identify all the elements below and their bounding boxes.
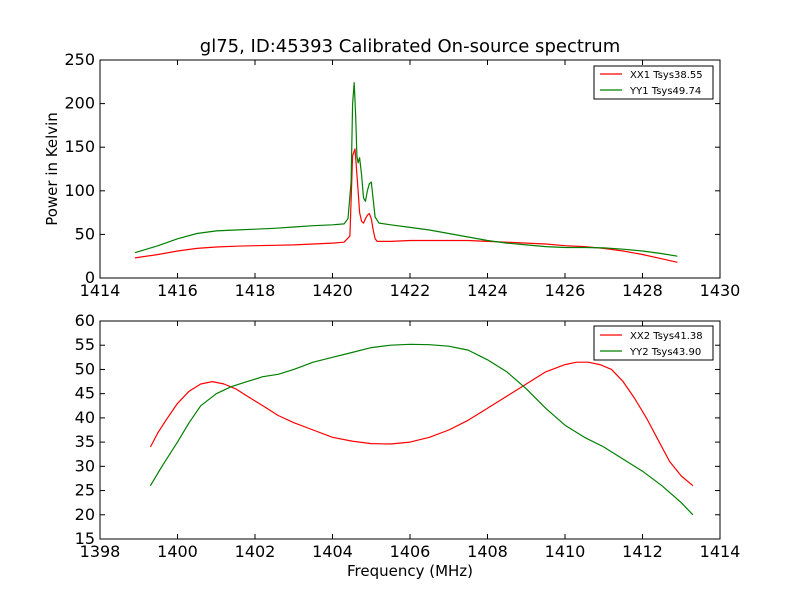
legend: XX2 Tsys41.38 YY2 Tsys43.90 — [593, 325, 714, 361]
x-tick-label: 1418 — [235, 281, 276, 300]
plot-frame — [99, 320, 721, 540]
x-tick-label: 1414 — [700, 542, 741, 561]
series-line-2 — [134, 82, 678, 257]
y-tick-label: 50 — [75, 359, 95, 378]
x-tick-label: 1410 — [545, 542, 586, 561]
x-axis-label: Frequency (MHz) — [347, 562, 473, 580]
legend-box — [593, 65, 714, 100]
tick-layer: 1414 1416 1418 1420 1422 1424 1426 1428 1430 0 50 1… — [64, 50, 740, 300]
legend: XX1 Tsys38.55 YY1 Tsys49.74 — [593, 65, 714, 100]
y-tick-label: 50 — [75, 224, 95, 243]
legend-label-yy2: YY2 Tsys43.90 — [629, 347, 701, 358]
legend-label-yy1: YY1 Tsys49.74 — [629, 86, 701, 97]
legend-label-xx1: XX1 Tsys38.55 — [630, 70, 703, 81]
tick-layer: 1398 1400 1402 1404 1406 1408 1410 1412 1414 15 20… — [75, 311, 741, 561]
y-tick-label: 35 — [75, 432, 95, 451]
legend-box — [593, 325, 714, 361]
series-line-1 — [149, 361, 694, 487]
x-tick-label: 1430 — [700, 281, 741, 300]
x-tick-label: 1402 — [235, 542, 276, 561]
x-tick-label: 1426 — [545, 281, 586, 300]
chart-bottom: Frequency (MHz) 1398 1400 1402 1404 1406 1408… — [75, 311, 741, 580]
y-tick-label: 25 — [75, 481, 95, 500]
plot-frame — [99, 59, 721, 279]
y-tick-label: 0 — [85, 268, 95, 287]
x-tick-label: 1424 — [467, 281, 508, 300]
x-tick-label: 1412 — [622, 542, 663, 561]
y-tick-label: 40 — [75, 408, 95, 427]
x-tick-label: 1416 — [157, 281, 198, 300]
x-tick-label: 1408 — [467, 542, 508, 561]
y-tick-label: 100 — [64, 181, 95, 200]
y-tick-label: 30 — [75, 456, 95, 475]
y-tick-label: 15 — [75, 529, 95, 548]
y-tick-label: 60 — [75, 311, 95, 330]
chart-title: gl75, ID:45393 Calibrated On-source spec… — [200, 36, 620, 57]
y-tick-label: 200 — [64, 94, 95, 113]
y-tick-label: 20 — [75, 505, 95, 524]
x-tick-label: 1420 — [312, 281, 353, 300]
y-tick-label: 55 — [75, 335, 95, 354]
x-tick-label: 1414 — [80, 281, 121, 300]
chart-top: gl75, ID:45393 Calibrated On-source spec… — [43, 36, 740, 300]
y-tick-label: 250 — [64, 50, 95, 69]
y-axis-label: Power in Kelvin — [43, 112, 61, 226]
legend-label-xx2: XX2 Tsys41.38 — [630, 331, 703, 342]
x-tick-label: 1398 — [80, 542, 121, 561]
series-line-2 — [149, 343, 694, 516]
x-tick-label: 1404 — [312, 542, 353, 561]
series-line-1 — [134, 148, 678, 263]
series-layer — [149, 343, 694, 516]
x-tick-label: 1428 — [622, 281, 663, 300]
x-tick-label: 1406 — [390, 542, 431, 561]
y-tick-label: 45 — [75, 384, 95, 403]
x-tick-label: 1400 — [157, 542, 198, 561]
series-layer — [134, 82, 678, 263]
x-tick-label: 1422 — [390, 281, 431, 300]
y-tick-label: 150 — [64, 137, 95, 156]
